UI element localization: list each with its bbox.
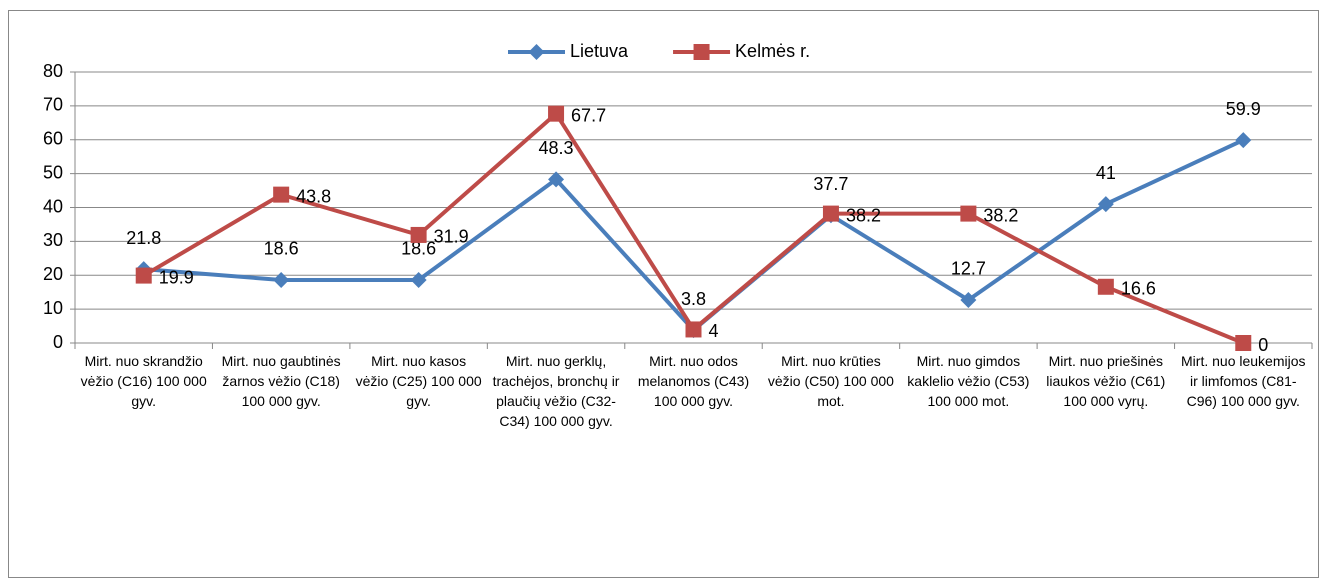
legend-label: Lietuva — [570, 41, 629, 61]
data-label: 16.6 — [1121, 279, 1156, 299]
y-tick-label: 10 — [43, 298, 63, 318]
marker — [685, 321, 702, 338]
x-tick-label: Mirt. nuo gimdos kaklelio vėžio (C53) 10… — [907, 353, 1030, 409]
marker — [548, 105, 565, 122]
data-label: 43.8 — [296, 186, 331, 206]
data-label: 67.7 — [571, 105, 606, 125]
data-label: 4 — [709, 321, 719, 341]
data-label: 37.7 — [813, 174, 848, 194]
legend-label: Kelmės r. — [735, 41, 810, 61]
data-label: 18.6 — [264, 239, 299, 259]
x-tick-label: Mirt. nuo kasos vėžio (C25) 100 000 gyv. — [355, 353, 482, 409]
marker — [410, 271, 427, 288]
y-tick-label: 70 — [43, 95, 63, 115]
y-tick-label: 50 — [43, 162, 63, 182]
y-tick-label: 0 — [53, 332, 63, 352]
legend-marker — [693, 44, 710, 60]
marker — [822, 205, 839, 222]
marker — [135, 267, 152, 284]
data-label: 59.9 — [1226, 99, 1261, 119]
y-tick-label: 40 — [43, 196, 63, 216]
data-label: 41 — [1096, 163, 1116, 183]
data-label: 19.9 — [159, 267, 194, 287]
marker — [273, 271, 290, 288]
marker — [1235, 335, 1252, 351]
marker — [273, 186, 290, 203]
x-tick-label: Mirt. nuo leukemijos ir limfomos (C81-C9… — [1181, 353, 1306, 409]
data-label: 3.8 — [681, 289, 706, 309]
x-tick-label: Mirt. nuo krūties vėžio (C50) 100 000 mo… — [767, 353, 894, 409]
marker — [960, 205, 977, 222]
data-label: 12.7 — [951, 259, 986, 279]
y-tick-label: 20 — [43, 264, 63, 284]
x-tick-label: Mirt. nuo odos melanomos (C43) 100 000 g… — [637, 353, 750, 409]
x-tick-label: Mirt. nuo priešinės liaukos vėžio (C61) … — [1046, 353, 1166, 409]
x-tick-label: Mirt. nuo gerklų, trachėjos, bronchų ir … — [492, 353, 620, 429]
data-label: 18.6 — [401, 239, 436, 259]
marker — [1235, 132, 1252, 149]
x-tick-label: Mirt. nuo skrandžio vėžio (C16) 100 000 … — [80, 353, 207, 409]
data-label: 48.3 — [539, 138, 574, 158]
data-label: 0 — [1258, 335, 1268, 355]
x-tick-label: Mirt. nuo gaubtinės žarnos vėžio (C18) 1… — [221, 353, 341, 409]
data-label: 21.8 — [126, 228, 161, 248]
y-tick-label: 60 — [43, 129, 63, 149]
y-tick-label: 80 — [43, 61, 63, 81]
data-label: 31.9 — [434, 227, 469, 247]
marker — [960, 291, 977, 308]
marker — [548, 171, 565, 188]
marker — [410, 226, 427, 243]
marker — [1097, 278, 1114, 295]
chart-border — [8, 10, 1319, 578]
marker — [1097, 196, 1114, 213]
data-label: 38.2 — [983, 205, 1018, 225]
y-tick-label: 30 — [43, 230, 63, 250]
data-label: 38.2 — [846, 205, 881, 225]
legend-marker — [528, 44, 545, 60]
